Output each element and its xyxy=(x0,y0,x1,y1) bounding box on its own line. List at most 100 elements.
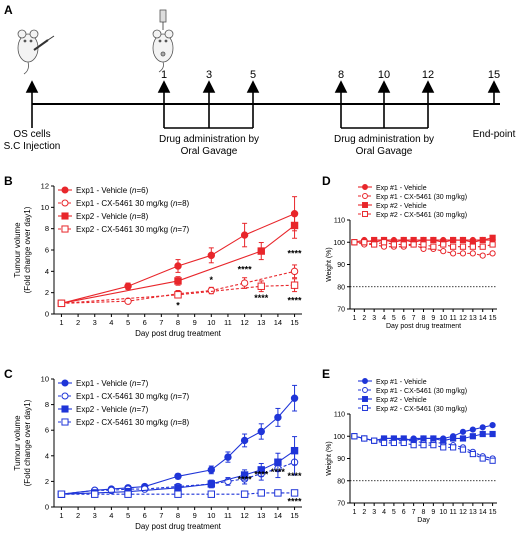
data-point-marker xyxy=(361,435,368,442)
panel-label-a: A xyxy=(4,3,13,17)
x-tick-label: 2 xyxy=(362,315,366,322)
data-point-marker xyxy=(450,243,457,250)
data-point-marker xyxy=(420,435,427,442)
x-tick-label: 4 xyxy=(382,315,386,322)
legend-label: Exp2 - CX-5461 30 mg/kg (n=8) xyxy=(76,418,190,427)
data-point-marker xyxy=(362,405,368,411)
y-tick-label: 110 xyxy=(334,218,345,225)
data-point-marker xyxy=(479,252,486,259)
day-label: 10 xyxy=(378,69,390,81)
data-point-marker xyxy=(390,241,397,248)
x-tick-label: 6 xyxy=(143,511,147,520)
day-label: 8 xyxy=(338,69,344,81)
data-point-marker xyxy=(440,444,447,451)
y-axis-label: Weight (%) xyxy=(326,247,333,282)
data-point-marker xyxy=(57,490,66,498)
data-point-marker xyxy=(290,394,299,402)
data-point-marker xyxy=(430,435,437,442)
x-tick-label: 8 xyxy=(422,315,426,322)
significance-annotation: **** xyxy=(238,475,253,485)
data-point-marker xyxy=(174,291,182,299)
data-point-marker xyxy=(450,236,457,244)
series-line xyxy=(354,435,493,460)
significance-annotation: **** xyxy=(254,470,269,480)
legend-label: Exp #1 - Vehicle xyxy=(376,185,427,192)
x-tick-label: 7 xyxy=(412,315,416,322)
data-point-marker xyxy=(362,193,368,199)
data-point-marker xyxy=(61,392,69,400)
data-point-marker xyxy=(410,241,417,248)
data-point-marker xyxy=(459,250,467,257)
x-tick-label: 9 xyxy=(431,315,435,322)
x-tick-label: 8 xyxy=(176,511,180,520)
x-tick-label: 13 xyxy=(257,318,265,327)
y-tick-label: 0 xyxy=(45,503,49,512)
data-point-marker xyxy=(61,212,69,220)
x-tick-label: 15 xyxy=(290,511,298,520)
legend-label: Exp1 - CX-5461 30 mg/kg (n=7) xyxy=(76,392,190,401)
x-tick-label: 14 xyxy=(274,318,282,327)
x-tick-label: 11 xyxy=(449,509,456,516)
x-tick-label: 3 xyxy=(93,511,97,520)
data-point-marker xyxy=(61,418,69,426)
x-tick-label: 5 xyxy=(126,511,130,520)
panel-label-d: D xyxy=(322,174,331,188)
x-tick-label: 14 xyxy=(274,511,282,520)
significance-annotation: **** xyxy=(288,471,303,481)
data-point-marker xyxy=(61,186,69,194)
data-point-marker xyxy=(469,426,476,433)
data-point-marker xyxy=(459,428,467,435)
x-tick-label: 11 xyxy=(224,511,232,520)
day-label: 12 xyxy=(422,69,434,81)
data-point-marker xyxy=(257,466,265,474)
data-point-marker xyxy=(274,458,282,466)
data-point-marker xyxy=(140,485,149,493)
series-line xyxy=(61,225,295,304)
x-tick-label: 13 xyxy=(469,509,477,516)
data-point-marker xyxy=(61,225,69,233)
x-tick-label: 4 xyxy=(109,318,113,327)
y-axis-label: (Fold change over day1) xyxy=(23,206,32,293)
x-tick-label: 2 xyxy=(362,509,366,516)
x-tick-label: 3 xyxy=(372,509,376,516)
significance-annotation: **** xyxy=(288,295,303,305)
start-label-1: OS cells xyxy=(13,129,50,140)
data-point-marker xyxy=(459,446,467,453)
data-point-marker xyxy=(207,466,216,474)
data-point-marker xyxy=(420,442,427,449)
data-point-marker xyxy=(362,387,368,393)
dosing-label-1b: Oral Gavage xyxy=(181,146,238,157)
day-label: 1 xyxy=(161,69,167,81)
data-point-marker xyxy=(440,248,447,255)
start-label-2: S.C Injection xyxy=(4,141,61,152)
data-point-marker xyxy=(459,236,467,244)
dosing-label-2a: Drug administration by xyxy=(334,134,434,145)
x-tick-label: 10 xyxy=(439,509,447,516)
data-point-marker xyxy=(351,239,358,246)
series-line xyxy=(61,492,295,495)
data-point-marker xyxy=(430,243,437,250)
x-axis-label: Day xyxy=(417,517,430,524)
data-point-marker xyxy=(240,279,249,287)
y-tick-label: 8 xyxy=(45,400,49,409)
panel-label-c: C xyxy=(4,367,13,381)
mouse-injection-icon xyxy=(17,29,55,75)
x-tick-label: 5 xyxy=(392,509,396,516)
x-tick-label: 5 xyxy=(126,318,130,327)
data-point-marker xyxy=(489,234,496,241)
data-point-marker xyxy=(257,489,265,497)
x-tick-label: 11 xyxy=(449,315,456,322)
y-tick-label: 100 xyxy=(333,240,345,247)
data-point-marker xyxy=(479,455,486,462)
x-tick-label: 12 xyxy=(240,318,248,327)
significance-annotation: **** xyxy=(288,496,303,506)
data-point-marker xyxy=(174,277,182,285)
data-point-marker xyxy=(371,241,378,248)
y-tick-label: 6 xyxy=(45,426,49,435)
legend-label: Exp1 - Vehicle (n=6) xyxy=(76,186,149,195)
y-tick-label: 6 xyxy=(45,246,49,255)
